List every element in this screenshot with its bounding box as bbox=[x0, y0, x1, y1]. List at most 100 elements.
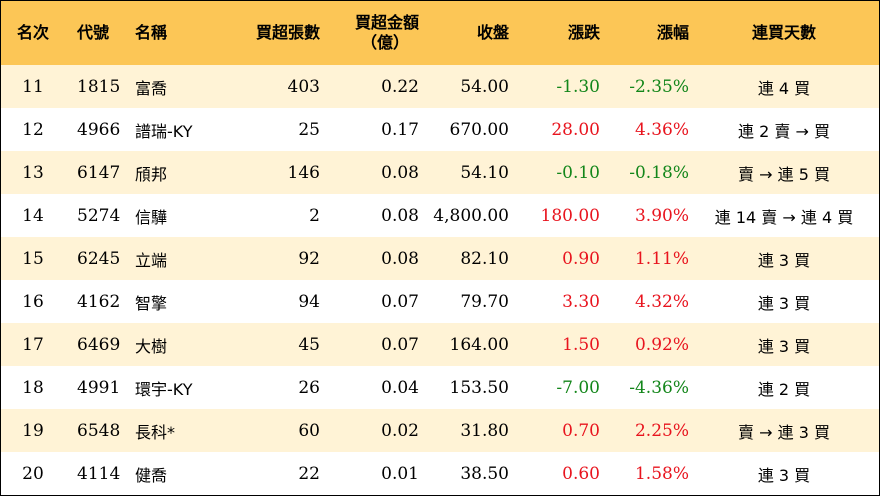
cell-name: 長科* bbox=[135, 422, 176, 442]
header-close: 收盤 bbox=[476, 23, 509, 42]
table-header-row: 名次 代號 名稱 買超張數 買超金額 （億） 收盤 漲跌 漲幅 連買天數 bbox=[1, 1, 879, 65]
cell-change: 0.90 bbox=[562, 248, 600, 269]
cell-close: 38.50 bbox=[460, 463, 509, 484]
table-row: 15 6245 立端 92 0.08 82.10 0.90 1.11% 連 3 買 bbox=[1, 237, 879, 280]
header-net-amount-line1: 買超金額 bbox=[354, 13, 419, 32]
cell-name: 富喬 bbox=[135, 78, 168, 98]
cell-streak: 賣 → 連 5 買 bbox=[738, 164, 830, 184]
header-name: 名稱 bbox=[135, 23, 168, 42]
cell-code: 6147 bbox=[77, 162, 121, 183]
table-row: 20 4114 健喬 22 0.01 38.50 0.60 1.58% 連 3 買 bbox=[1, 452, 879, 495]
cell-change-pct: -0.18% bbox=[629, 162, 689, 183]
cell-close: 4,800.00 bbox=[433, 205, 509, 226]
cell-change: -0.10 bbox=[556, 162, 600, 183]
cell-code: 4991 bbox=[77, 377, 121, 398]
cell-close: 82.10 bbox=[460, 248, 509, 269]
cell-change: 0.60 bbox=[562, 463, 600, 484]
cell-rank: 17 bbox=[22, 334, 44, 355]
cell-streak: 連 2 買 bbox=[757, 379, 811, 399]
cell-streak: 連 3 買 bbox=[757, 336, 811, 356]
cell-rank: 12 bbox=[22, 119, 44, 140]
header-rank: 名次 bbox=[16, 23, 49, 42]
cell-code: 5274 bbox=[77, 205, 121, 226]
cell-code: 4114 bbox=[77, 463, 121, 484]
cell-close: 79.70 bbox=[460, 291, 509, 312]
cell-streak: 連 2 賣 → 買 bbox=[738, 121, 830, 141]
cell-net-amount: 0.01 bbox=[381, 463, 419, 484]
cell-name: 智擎 bbox=[135, 293, 168, 313]
cell-code: 6548 bbox=[77, 420, 121, 441]
cell-streak: 連 14 賣 → 連 4 買 bbox=[714, 207, 854, 227]
cell-code: 6245 bbox=[77, 248, 121, 269]
cell-change: 3.30 bbox=[562, 291, 600, 312]
table-row: 13 6147 頎邦 146 0.08 54.10 -0.10 -0.18% 賣 → 連 5 買 bbox=[1, 151, 879, 194]
cell-streak: 連 3 買 bbox=[757, 250, 811, 270]
cell-net-lots: 2 bbox=[309, 205, 320, 226]
cell-net-amount: 0.22 bbox=[381, 76, 419, 97]
cell-close: 153.50 bbox=[449, 377, 509, 398]
cell-name: 信驊 bbox=[135, 207, 168, 227]
cell-name: 健喬 bbox=[135, 465, 168, 485]
header-change-pct: 漲幅 bbox=[656, 23, 689, 42]
table-row: 16 4162 智擎 94 0.07 79.70 3.30 4.32% 連 3 買 bbox=[1, 280, 879, 323]
cell-change: 28.00 bbox=[551, 119, 600, 140]
cell-name: 頎邦 bbox=[135, 164, 168, 184]
cell-close: 54.10 bbox=[460, 162, 509, 183]
cell-close: 670.00 bbox=[449, 119, 509, 140]
cell-change-pct: -4.36% bbox=[629, 377, 689, 398]
cell-change: -1.30 bbox=[556, 76, 600, 97]
table-row: 12 4966 譜瑞-KY 25 0.17 670.00 28.00 4.36% 連 2 賣 →… bbox=[1, 108, 879, 151]
cell-rank: 18 bbox=[22, 377, 44, 398]
cell-streak: 連 4 買 bbox=[757, 78, 811, 98]
header-net-lots: 買超張數 bbox=[255, 23, 320, 42]
header-streak: 連買天數 bbox=[751, 23, 816, 42]
cell-change-pct: 4.32% bbox=[634, 291, 689, 312]
header-code: 代號 bbox=[77, 23, 110, 42]
cell-change: 180.00 bbox=[540, 205, 600, 226]
cell-rank: 16 bbox=[22, 291, 44, 312]
table-row: 19 6548 長科* 60 0.02 31.80 0.70 2.25% 賣 → 連 3 買 bbox=[1, 409, 879, 452]
cell-change-pct: 1.11% bbox=[634, 248, 689, 269]
cell-net-amount: 0.07 bbox=[381, 334, 419, 355]
cell-rank: 11 bbox=[22, 76, 44, 97]
cell-name: 立端 bbox=[135, 250, 168, 270]
cell-rank: 15 bbox=[22, 248, 44, 269]
header-net-amount-line2: （億） bbox=[360, 33, 409, 52]
cell-net-lots: 26 bbox=[298, 377, 320, 398]
cell-code: 1815 bbox=[77, 76, 121, 97]
cell-name: 譜瑞-KY bbox=[135, 121, 193, 141]
cell-change-pct: -2.35% bbox=[629, 76, 689, 97]
cell-name: 大樹 bbox=[135, 336, 168, 356]
cell-net-lots: 25 bbox=[298, 119, 320, 140]
cell-net-lots: 403 bbox=[287, 76, 320, 97]
cell-net-amount: 0.07 bbox=[381, 291, 419, 312]
cell-net-lots: 92 bbox=[298, 248, 320, 269]
table-row: 17 6469 大樹 45 0.07 164.00 1.50 0.92% 連 3 買 bbox=[1, 323, 879, 366]
cell-close: 31.80 bbox=[460, 420, 509, 441]
cell-rank: 20 bbox=[22, 463, 44, 484]
header-change: 漲跌 bbox=[567, 23, 600, 42]
cell-net-lots: 22 bbox=[298, 463, 320, 484]
cell-net-lots: 94 bbox=[298, 291, 320, 312]
cell-net-amount: 0.02 bbox=[381, 420, 419, 441]
cell-change: 1.50 bbox=[562, 334, 600, 355]
cell-net-amount: 0.17 bbox=[381, 119, 419, 140]
cell-change-pct: 3.90% bbox=[634, 205, 689, 226]
cell-rank: 19 bbox=[22, 420, 44, 441]
cell-rank: 13 bbox=[22, 162, 44, 183]
cell-close: 164.00 bbox=[449, 334, 509, 355]
cell-change-pct: 4.36% bbox=[634, 119, 689, 140]
cell-change-pct: 0.92% bbox=[634, 334, 689, 355]
table-row: 14 5274 信驊 2 0.08 4,800.00 180.00 3.90% 連 14 賣 →… bbox=[1, 194, 879, 237]
cell-rank: 14 bbox=[22, 205, 44, 226]
cell-net-amount: 0.04 bbox=[381, 377, 419, 398]
header-net-amount: 買超金額 （億） bbox=[320, 1, 419, 65]
table-row: 11 1815 富喬 403 0.22 54.00 -1.30 -2.35% 連 4 買 bbox=[1, 65, 879, 108]
cell-net-lots: 146 bbox=[287, 162, 320, 183]
cell-change-pct: 2.25% bbox=[634, 420, 689, 441]
cell-net-amount: 0.08 bbox=[381, 205, 419, 226]
cell-change-pct: 1.58% bbox=[634, 463, 689, 484]
cell-streak: 連 3 買 bbox=[757, 293, 811, 313]
